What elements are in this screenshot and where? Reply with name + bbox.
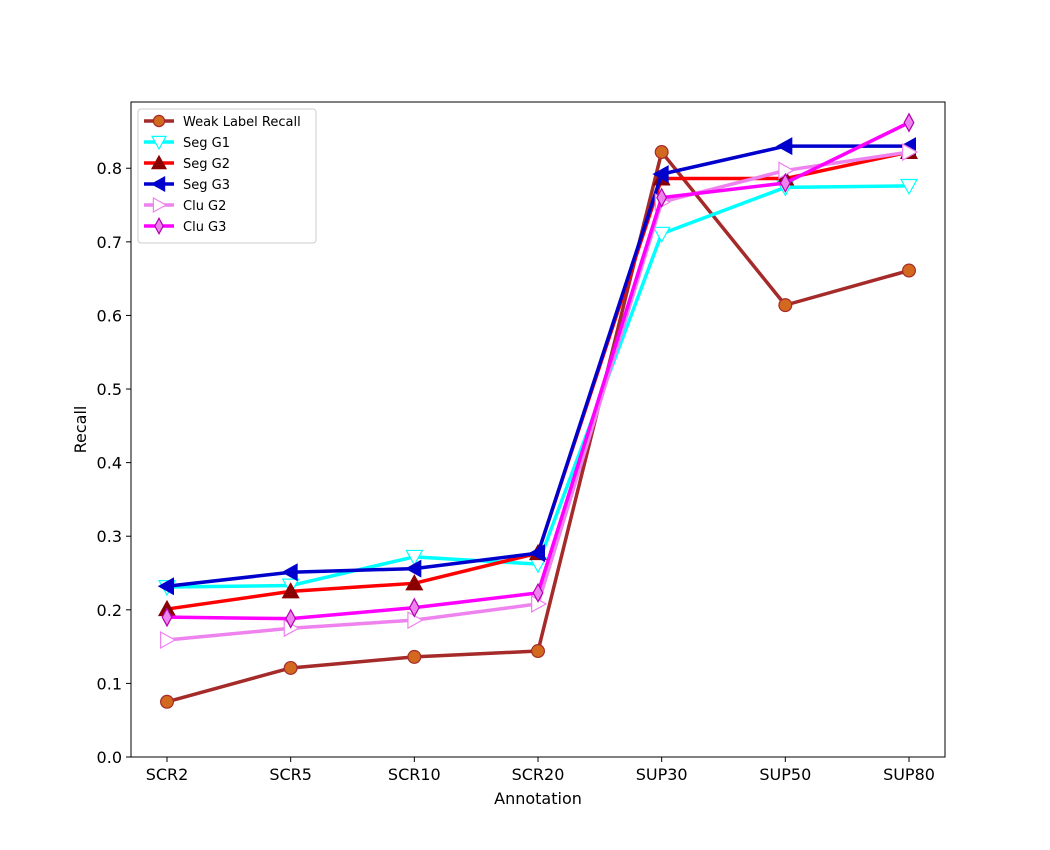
point-seg-g3-scr20	[528, 544, 546, 563]
legend-item-seg-g1: Seg G1	[144, 135, 230, 151]
point-weak-label-recall-sup30	[654, 145, 669, 160]
y-tick-label-1: 0.1	[97, 674, 122, 693]
legend: Weak Label Recall Seg G1 Seg G2 Seg G3 Clu G…	[137, 108, 317, 244]
x-tick-label-scr20: SCR20	[512, 765, 565, 784]
y-tick-label-2: 0.2	[97, 601, 122, 620]
y-tick-label-0: 0.0	[97, 748, 122, 767]
legend-label-weak-label-recall: Weak Label Recall	[183, 115, 301, 130]
legend-marker-seg-g3	[150, 175, 166, 193]
point-weak-label-recall-scr5	[283, 660, 298, 675]
legend-label-seg-g3: Seg G3	[183, 178, 230, 193]
x-tick-label-sup80: SUP80	[883, 765, 935, 784]
legend-item-clu-g2: Clu G2	[144, 196, 226, 214]
series-weak-label-recall	[160, 145, 916, 709]
legend-item-weak-label-recall: Weak Label Recall	[144, 114, 301, 130]
point-clu-g3-sup50	[779, 172, 791, 194]
legend-marker-seg-g2	[150, 154, 168, 170]
point-seg-g1-sup30	[652, 226, 671, 243]
legend-marker-clu-g3	[154, 217, 164, 235]
point-weak-label-recall-sup50	[778, 298, 793, 313]
y-tick-label-6: 0.6	[97, 306, 122, 325]
x-tick-label-sup50: SUP50	[759, 765, 811, 784]
point-seg-g3-scr5	[281, 563, 298, 582]
legend-label-seg-g2: Seg G2	[183, 157, 230, 172]
point-weak-label-recall-scr2	[160, 694, 175, 709]
point-seg-g2-scr10	[405, 574, 424, 591]
legend-box	[137, 108, 317, 244]
point-seg-g3-sup50	[776, 137, 793, 156]
legend-label-clu-g2: Clu G2	[183, 199, 226, 214]
y-tick-label-7: 0.7	[97, 233, 122, 252]
point-seg-g3-sup30	[652, 165, 669, 184]
y-tick-label-8: 0.8	[97, 159, 122, 178]
legend-item-seg-g2: Seg G2	[144, 154, 230, 172]
point-clu-g3-scr20	[532, 582, 544, 603]
legend-marker-clu-g2	[152, 196, 168, 214]
legend-marker-weak-label-recall	[152, 114, 166, 128]
y-tick-label-3: 0.3	[97, 527, 122, 546]
point-weak-label-recall-scr20	[530, 644, 545, 659]
point-weak-label-recall-sup80	[901, 263, 916, 278]
series-seg-g3	[157, 137, 917, 596]
legend-label-seg-g1: Seg G1	[183, 136, 230, 151]
legend-item-clu-g3: Clu G3	[144, 217, 226, 235]
point-clu-g3-scr5	[285, 608, 297, 629]
point-clu-g3-scr10	[408, 597, 420, 618]
point-seg-g3-scr2	[157, 577, 174, 596]
point-seg-g2-scr5	[281, 582, 300, 599]
point-seg-g3-scr10	[405, 559, 422, 578]
point-clu-g2-sup80	[901, 143, 919, 162]
x-tick-label-scr10: SCR10	[388, 765, 441, 784]
x-axis-title: Annotation	[494, 789, 582, 808]
y-axis: 0.0 0.1 0.2 0.3 0.4 0.5 0.6 0.7 0.8	[97, 159, 131, 767]
y-tick-label-5: 0.5	[97, 380, 122, 399]
x-tick-label-scr5: SCR5	[269, 765, 312, 784]
series-layer	[157, 112, 919, 709]
point-clu-g3-sup80	[903, 112, 915, 133]
legend-marker-seg-g1	[150, 135, 168, 151]
y-tick-label-4: 0.4	[97, 454, 122, 473]
x-tick-label-scr2: SCR2	[146, 765, 189, 784]
legend-label-clu-g3: Clu G3	[183, 220, 226, 235]
point-clu-g2-scr2	[160, 630, 177, 650]
legend-item-seg-g3: Seg G3	[144, 175, 230, 193]
x-axis: SCR2 SCR5 SCR10 SCR20 SUP30 SUP50 SUP80	[146, 757, 935, 784]
point-clu-g3-sup30	[656, 187, 668, 208]
y-axis-title: Recall	[71, 406, 90, 454]
point-seg-g1-scr10	[405, 549, 424, 567]
series-clu-g3	[161, 112, 915, 629]
point-clu-g3-scr2	[161, 607, 173, 628]
x-tick-label-sup30: SUP30	[636, 765, 688, 784]
point-weak-label-recall-scr10	[407, 649, 422, 664]
point-seg-g1-sup80	[899, 178, 919, 196]
